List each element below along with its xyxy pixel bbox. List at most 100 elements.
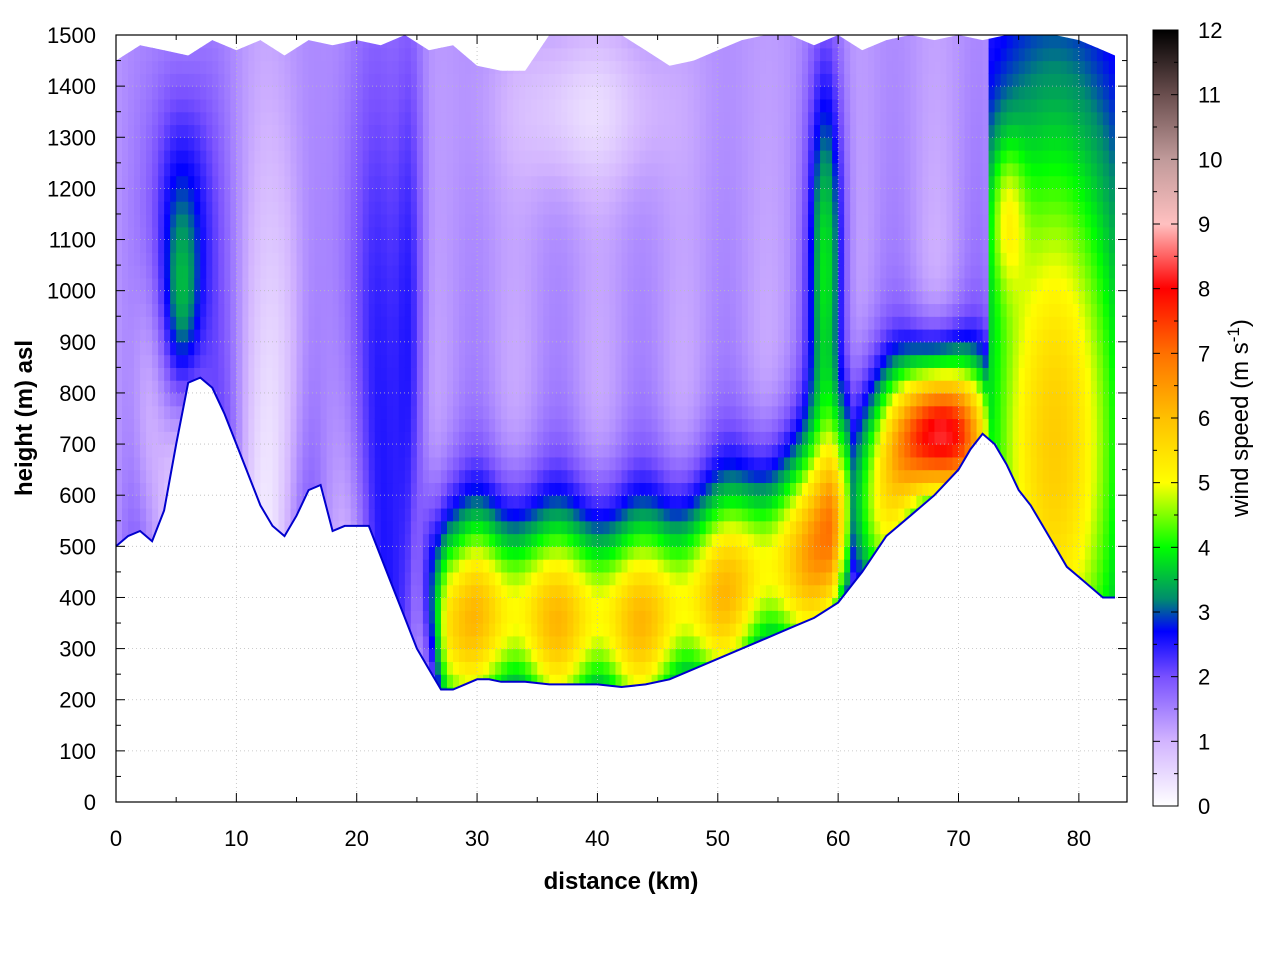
field-cell-3232 [573, 252, 580, 266]
field-cell-557 [206, 73, 213, 87]
field-cell-3211 [573, 520, 580, 535]
field-cell-1448 [356, 456, 364, 471]
field-cell-980 [278, 47, 286, 62]
field-cell-1278 [326, 111, 334, 126]
field-cell-3281 [579, 290, 586, 305]
field-cell-3118 [561, 380, 568, 394]
field-cell-2015 [428, 137, 436, 151]
field-cell-1368 [344, 482, 352, 496]
field-cell-4663 [741, 137, 749, 151]
field-cell-2704 [513, 431, 520, 445]
field-cell-1128 [302, 124, 310, 138]
field-cell-1854 [410, 277, 418, 292]
field-cell-3226 [573, 329, 580, 343]
field-cell-3642 [621, 329, 629, 343]
field-cell-3952 [657, 341, 665, 356]
field-cell-1114 [302, 303, 310, 317]
field-cell-3116 [561, 405, 568, 420]
field-cell-2099 [440, 392, 448, 407]
field-cell-675 [230, 124, 237, 138]
field-cell-1037 [290, 329, 298, 343]
field-cell-4584 [735, 520, 743, 535]
field-cell-2773 [519, 188, 526, 202]
field-cell-275 [152, 73, 159, 87]
field-cell-4677 [747, 584, 755, 599]
field-cell-3410 [597, 635, 605, 650]
field-cell-1337 [338, 380, 346, 394]
field-cell-856 [260, 111, 268, 126]
field-cell-3750 [633, 277, 641, 292]
field-cell-4944 [777, 252, 785, 266]
field-cell-2836 [531, 674, 538, 688]
field-cell-1291 [332, 456, 340, 471]
field-cell-4570 [729, 73, 737, 87]
field-cell-1516 [362, 86, 370, 100]
field-cell-3811 [639, 162, 647, 177]
field-cell-1669 [386, 265, 394, 279]
field-cell-94 [128, 341, 135, 356]
field-cell-4583 [735, 533, 743, 547]
field-cell-3433 [597, 341, 605, 356]
field-cell-1130 [302, 98, 310, 113]
field-cell-1705 [392, 380, 400, 394]
field-cell-958 [278, 329, 286, 343]
field-cell-4223 [687, 73, 695, 87]
field-cell-1839 [410, 469, 418, 484]
field-cell-393 [176, 380, 183, 394]
field-cell-3309 [585, 597, 593, 611]
field-cell-1700 [392, 444, 400, 458]
field-cell-3333 [585, 290, 593, 305]
field-cell-3765 [633, 86, 641, 100]
field-cell-4241 [693, 482, 701, 496]
field-cell-3845 [645, 392, 653, 407]
field-cell-1386 [344, 252, 352, 266]
field-cell-1064 [296, 469, 304, 484]
field-cell-2177 [446, 60, 454, 74]
field-cell-1171 [308, 47, 316, 62]
field-cell-1131 [302, 86, 310, 100]
field-cell-282 [158, 482, 165, 496]
field-cell-3013 [549, 392, 556, 407]
field-cell-4989 [783, 290, 791, 305]
field-cell-231 [146, 124, 153, 138]
field-cell-428 [182, 303, 189, 317]
field-cell-4924 [777, 507, 785, 522]
field-cell-1200 [314, 137, 322, 151]
field-cell-3379 [591, 367, 599, 381]
field-cell-710 [236, 111, 243, 126]
field-cell-2854 [531, 444, 538, 458]
field-cell-1233 [320, 188, 328, 202]
field-cell-3989 [663, 507, 671, 522]
field-cell-3516 [609, 610, 617, 624]
field-cell-919 [272, 316, 280, 330]
field-cell-4651 [741, 290, 749, 305]
field-cell-1505 [362, 226, 370, 241]
field-cell-2054 [434, 303, 442, 317]
field-cell-1041 [290, 277, 298, 292]
field-cell-453 [188, 329, 195, 343]
field-cell-3269 [579, 444, 586, 458]
field-cell-1889 [416, 456, 424, 471]
field-cell-3508 [603, 47, 611, 62]
field-cell-770 [248, 252, 256, 266]
field-cell-4351 [705, 329, 713, 343]
field-cell-1106 [302, 405, 310, 420]
field-cell-2429 [477, 124, 484, 138]
field-cell-3592 [615, 303, 623, 317]
field-cell-1088 [296, 162, 304, 177]
field-cell-2097 [440, 418, 448, 432]
field-cell-1925 [422, 635, 430, 650]
field-cell-3823 [645, 674, 653, 688]
field-cell-2362 [471, 341, 478, 356]
field-cell-2081 [440, 623, 448, 637]
field-cell-3285 [579, 239, 586, 253]
field-cell-3424 [597, 456, 605, 471]
field-cell-3875 [651, 674, 659, 688]
field-cell-4972 [783, 507, 791, 522]
field-cell-1725 [392, 124, 400, 138]
field-cell-3574 [615, 533, 623, 547]
field-cell-1039 [290, 303, 298, 317]
field-cell-3641 [621, 341, 629, 356]
field-cell-2785 [525, 674, 532, 688]
field-cell-4903 [771, 162, 779, 177]
